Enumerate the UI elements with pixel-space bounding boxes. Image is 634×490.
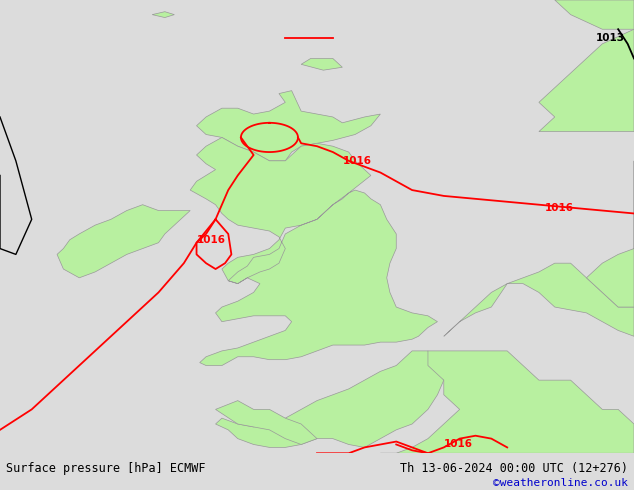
Polygon shape xyxy=(57,205,190,278)
Text: 1016: 1016 xyxy=(342,156,372,166)
Text: Surface pressure [hPa] ECMWF: Surface pressure [hPa] ECMWF xyxy=(6,463,206,475)
Text: Th 13-06-2024 00:00 UTC (12+276): Th 13-06-2024 00:00 UTC (12+276) xyxy=(399,463,628,475)
Text: ©weatheronline.co.uk: ©weatheronline.co.uk xyxy=(493,478,628,488)
Text: 1013: 1013 xyxy=(596,33,625,43)
Polygon shape xyxy=(216,351,444,447)
Polygon shape xyxy=(152,12,174,18)
Polygon shape xyxy=(539,29,634,132)
Polygon shape xyxy=(555,0,634,29)
Text: 1016: 1016 xyxy=(444,440,473,449)
Polygon shape xyxy=(190,137,437,366)
Polygon shape xyxy=(301,58,342,70)
Polygon shape xyxy=(460,424,491,439)
Polygon shape xyxy=(380,351,634,453)
Polygon shape xyxy=(444,263,634,336)
Text: 1016: 1016 xyxy=(197,235,226,245)
Polygon shape xyxy=(586,161,634,307)
Polygon shape xyxy=(197,91,380,161)
Text: 1016: 1016 xyxy=(545,203,574,213)
Polygon shape xyxy=(216,401,317,444)
